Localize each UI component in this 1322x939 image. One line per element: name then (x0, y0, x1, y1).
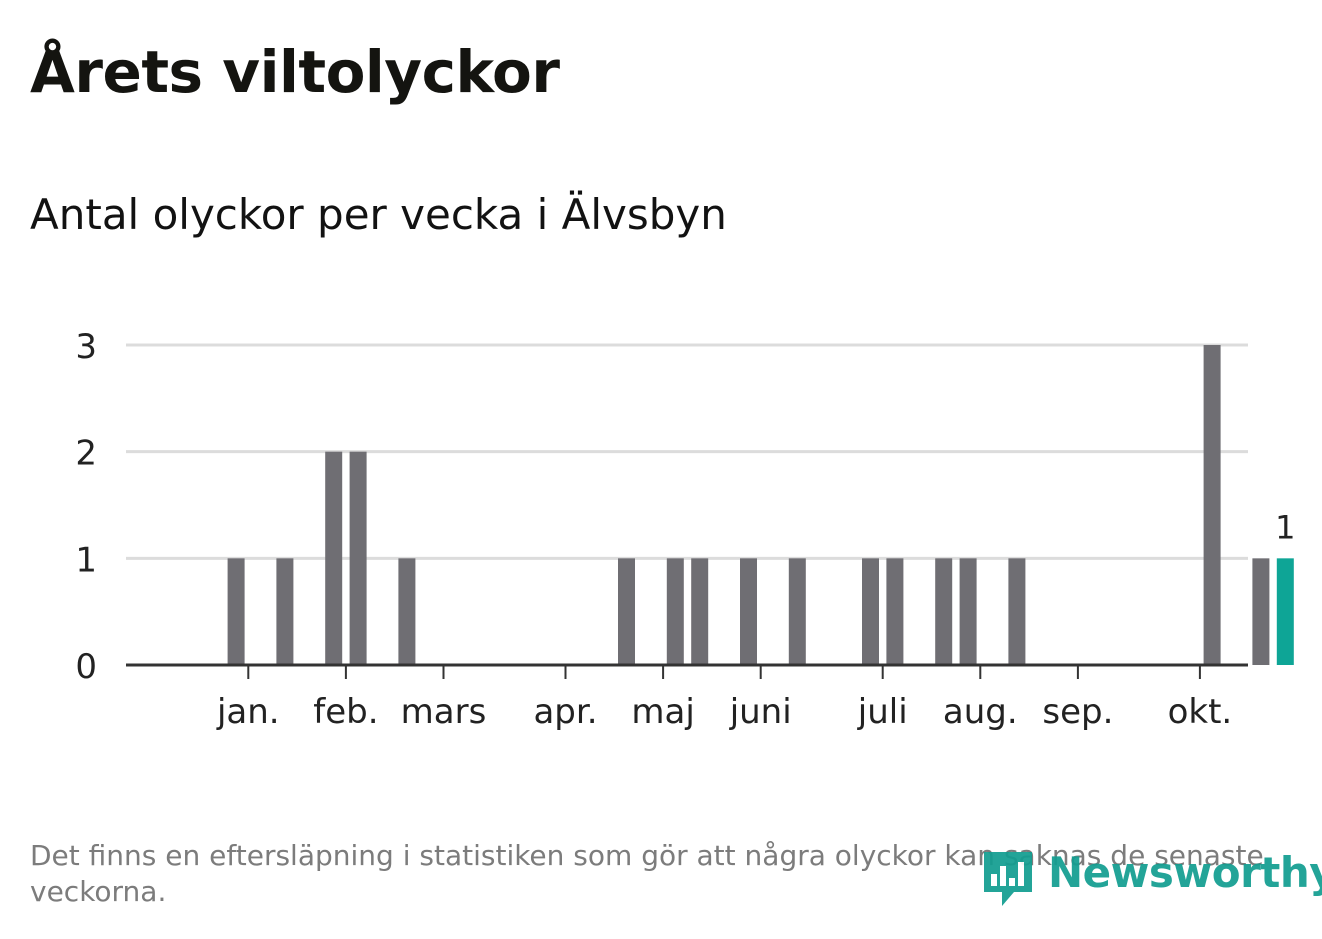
chart-subtitle: Antal olyckor per vecka i Älvsbyn (30, 190, 727, 239)
x-tick-label: juli (857, 692, 908, 732)
bar (691, 558, 709, 665)
bar (349, 451, 367, 665)
y-tick-label: 0 (75, 647, 97, 687)
newsworthy-logo-icon (984, 852, 1032, 906)
x-tick-label: aug. (943, 692, 1018, 732)
bar (1252, 558, 1270, 665)
x-tick-label: feb. (313, 692, 378, 732)
x-tick-label: sep. (1042, 692, 1113, 732)
data-label: 1 (1275, 508, 1295, 546)
bar (1008, 558, 1026, 665)
bar (325, 451, 343, 665)
newsworthy-logo: Newsworthy (980, 846, 1322, 910)
bar (935, 558, 953, 665)
y-tick-label: 3 (75, 327, 97, 367)
bar (1203, 345, 1221, 665)
x-tick-label: okt. (1168, 692, 1233, 732)
newsworthy-logo-text: Newsworthy (1048, 848, 1322, 897)
y-tick-label: 2 (75, 434, 97, 474)
x-tick-label: maj (631, 692, 694, 732)
y-tick-label: 1 (75, 540, 97, 580)
bar (788, 558, 806, 665)
x-tick-label: mars (401, 692, 487, 732)
x-tick-label: jan. (216, 692, 280, 732)
page-title: Årets viltolyckor (30, 38, 560, 106)
footnote: Det finns en eftersläpning i statistiken… (30, 839, 1264, 908)
bar (740, 558, 757, 665)
x-tick-label: juni (729, 692, 792, 732)
bar (666, 558, 684, 665)
x-tick-label: apr. (533, 692, 597, 732)
bar (862, 558, 879, 665)
bar (276, 558, 294, 665)
bar (618, 558, 635, 665)
bar (959, 558, 977, 665)
bar (886, 558, 904, 665)
bar (227, 558, 245, 665)
bar-chart: 0 1 2 3 1 jan. feb. mars apr. maj juni juli aug. sep.… (75, 327, 1295, 732)
bar-highlight (1276, 558, 1294, 665)
bar (398, 558, 416, 665)
